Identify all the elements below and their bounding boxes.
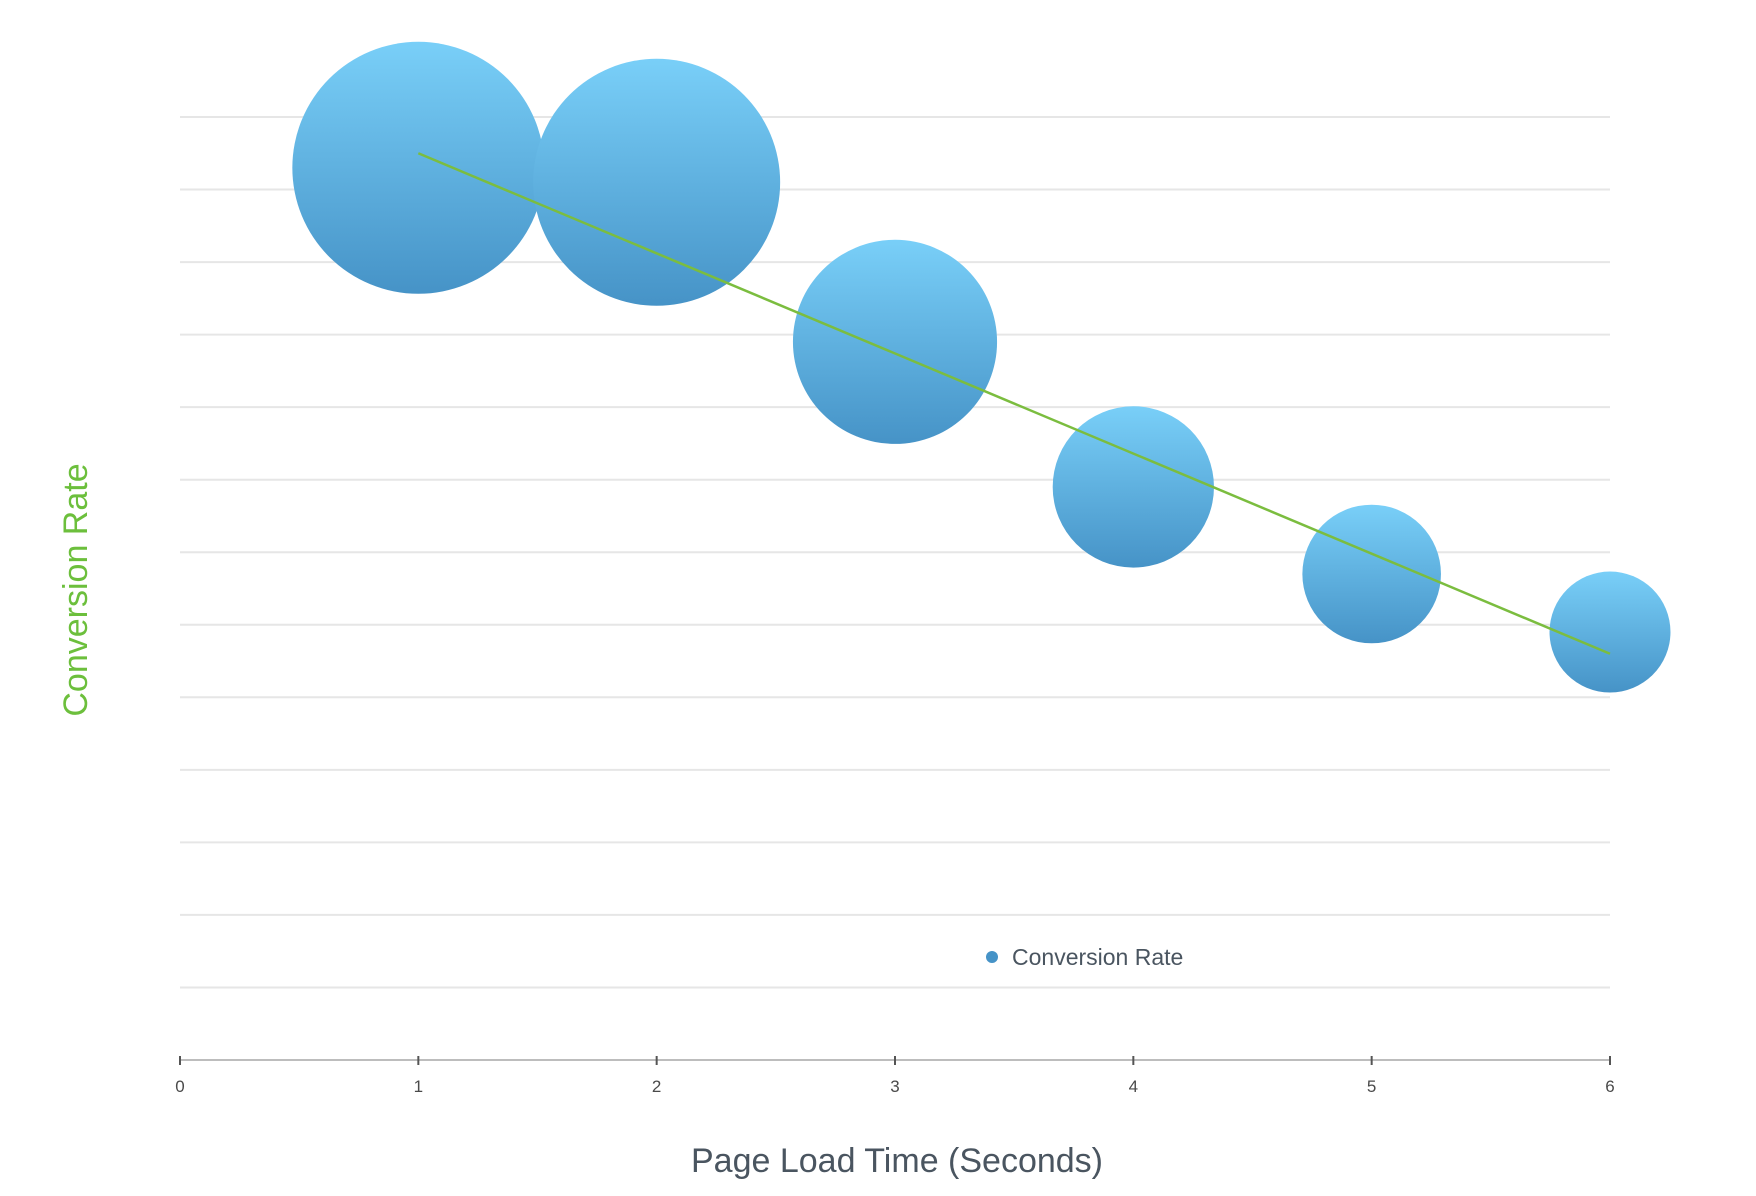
y-axis-title: Conversion Rate	[57, 463, 95, 716]
bubble-series	[292, 41, 1671, 693]
legend: Conversion Rate	[986, 944, 1183, 970]
x-axis: 0 1 2 3 4 5 6	[175, 1056, 1615, 1096]
bubble-point	[292, 41, 545, 294]
bubble-point	[792, 239, 998, 444]
bubble-point	[533, 58, 781, 306]
x-axis-title: Page Load Time (Seconds)	[691, 1142, 1103, 1180]
x-tick-label: 4	[1129, 1077, 1138, 1096]
legend-label: Conversion Rate	[1012, 944, 1183, 970]
x-tick-label: 1	[414, 1077, 423, 1096]
x-tick-label: 0	[175, 1077, 184, 1096]
trendline	[417, 152, 1611, 655]
x-tick-label: 2	[652, 1077, 661, 1096]
bubble-point	[1549, 571, 1671, 693]
x-tick-label: 5	[1367, 1077, 1376, 1096]
x-tick-label: 6	[1605, 1077, 1614, 1096]
trendline-group	[417, 152, 1611, 655]
x-tick-label: 3	[890, 1077, 899, 1096]
legend-marker	[986, 951, 998, 963]
bubble-point	[1052, 406, 1214, 568]
